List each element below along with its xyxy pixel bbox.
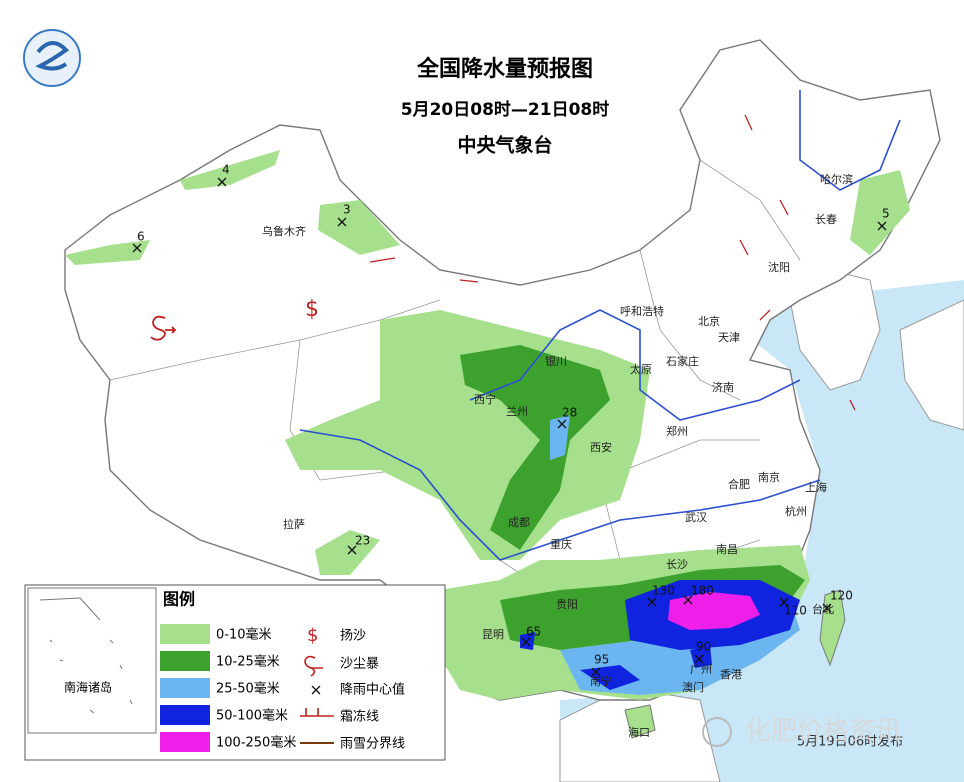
legend-label: 10-25毫米 <box>216 654 280 670</box>
city-label: 武汉 <box>685 511 707 524</box>
center-value: 95 <box>594 653 609 667</box>
legend-label: 50-100毫米 <box>216 708 288 724</box>
city-label: 哈尔滨 <box>820 172 853 186</box>
city-label: 郑州 <box>666 424 688 438</box>
yangtze-river <box>299 429 821 561</box>
inset-box <box>27 587 157 734</box>
city-label: 南宁 <box>590 674 612 688</box>
center-cross <box>311 685 321 695</box>
inset-label: 南海诸岛 <box>64 680 112 695</box>
sea <box>560 280 964 782</box>
city-label: 济南 <box>712 380 734 394</box>
city-label: 成都 <box>508 516 530 529</box>
legend-symbol: 降雨中心值 <box>340 682 405 698</box>
sand-icon: $ <box>305 297 319 322</box>
rain-10-25 <box>460 345 610 550</box>
city-label: 沈阳 <box>768 260 790 274</box>
city-label: 太原 <box>630 363 652 376</box>
legend-swatch <box>160 624 210 644</box>
city-label: 西宁 <box>474 392 496 406</box>
issue-time: 5月19日06时发布 <box>797 734 903 750</box>
legend-swatch <box>160 678 210 698</box>
center-value: 3 <box>343 203 351 217</box>
legend-symbol: 扬沙 <box>340 629 366 644</box>
frost-line <box>369 114 856 411</box>
watermark: 化肥价格资讯 <box>745 717 901 747</box>
songhua-river <box>799 90 901 191</box>
frost-icon <box>300 708 334 717</box>
center-value: 5 <box>882 207 890 221</box>
hainan <box>624 704 656 739</box>
cities: 乌鲁木齐 哈尔滨 长春 沈阳 呼和浩特 北京 天津 石家庄 太原 银川 济南 西… <box>262 172 853 739</box>
city-label: 澳门 <box>682 680 704 694</box>
legend-title: 图例 <box>163 590 195 609</box>
city-label: 香港 <box>720 668 742 681</box>
center-value: 90 <box>696 640 711 654</box>
center-value: 120 <box>830 589 853 603</box>
legend-swatch <box>160 732 210 752</box>
city-label: 贵阳 <box>556 598 578 611</box>
city-label: 昆明 <box>482 628 504 641</box>
watermark-icon <box>702 717 732 747</box>
city-label: 长沙 <box>666 558 688 571</box>
city-label: 合肥 <box>728 477 750 491</box>
city-label: 拉萨 <box>283 517 305 531</box>
legend-symbol: 雨雪分界线 <box>340 737 405 752</box>
city-label: 北京 <box>698 314 720 328</box>
rain-centers: 4 3 6 5 28 23 130 180 110 120 65 95 90 <box>132 163 890 677</box>
city-label: 海口 <box>628 725 650 739</box>
legend-label: 100-250毫米 <box>216 735 296 751</box>
center-value: 180 <box>691 584 714 598</box>
japan <box>899 299 964 431</box>
center-cross <box>132 177 887 677</box>
legend-items: 0-10毫米 10-25毫米 25-50毫米 50-100毫米 100-250毫米 <box>160 624 296 752</box>
rain-50-100 <box>520 632 712 690</box>
logo-mark <box>35 41 70 71</box>
inset-islands <box>39 597 133 714</box>
city-label: 西安 <box>590 440 612 454</box>
center-value: 65 <box>526 625 541 639</box>
city-label: 乌鲁木齐 <box>262 224 306 238</box>
legend-label: 25-50毫米 <box>216 681 280 697</box>
issuer: 中央气象台 <box>457 134 552 157</box>
city-label: 台北 <box>812 602 834 616</box>
center-value: 23 <box>355 534 370 548</box>
city-label: 南昌 <box>716 543 738 556</box>
city-label: 呼和浩特 <box>620 304 664 318</box>
center-value: 4 <box>222 163 230 177</box>
city-label: 兰州 <box>506 405 528 418</box>
city-label: 上海 <box>805 480 827 494</box>
city-label: 南京 <box>758 470 780 484</box>
center-value: 110 <box>784 604 807 618</box>
city-label: 杭州 <box>785 504 807 518</box>
city-label: 重庆 <box>550 537 572 551</box>
legend-symbol: 霜冻线 <box>340 709 379 725</box>
center-value: 6 <box>137 230 145 244</box>
legend-swatch <box>160 705 210 725</box>
city-label: 长春 <box>815 213 837 226</box>
title: 全国降水量预报图 <box>416 56 593 82</box>
sandstorm-icon <box>150 315 177 341</box>
period: 5月20日08时—21日08时 <box>401 100 609 120</box>
city-label: 广州 <box>690 663 712 676</box>
yellow-river <box>469 309 801 421</box>
sandstorm-icon <box>304 655 323 677</box>
center-value: 28 <box>562 406 577 420</box>
legend-label: 0-10毫米 <box>216 627 272 643</box>
legend-swatch <box>160 651 210 671</box>
city-label: 石家庄 <box>666 354 699 368</box>
sand-icon: $ <box>307 625 318 646</box>
rain-100-250 <box>668 592 760 630</box>
center-value: 130 <box>652 584 675 598</box>
city-label: 天津 <box>718 331 740 344</box>
city-label: 银川 <box>545 354 567 368</box>
legend-symbol: 沙尘暴 <box>340 657 379 672</box>
